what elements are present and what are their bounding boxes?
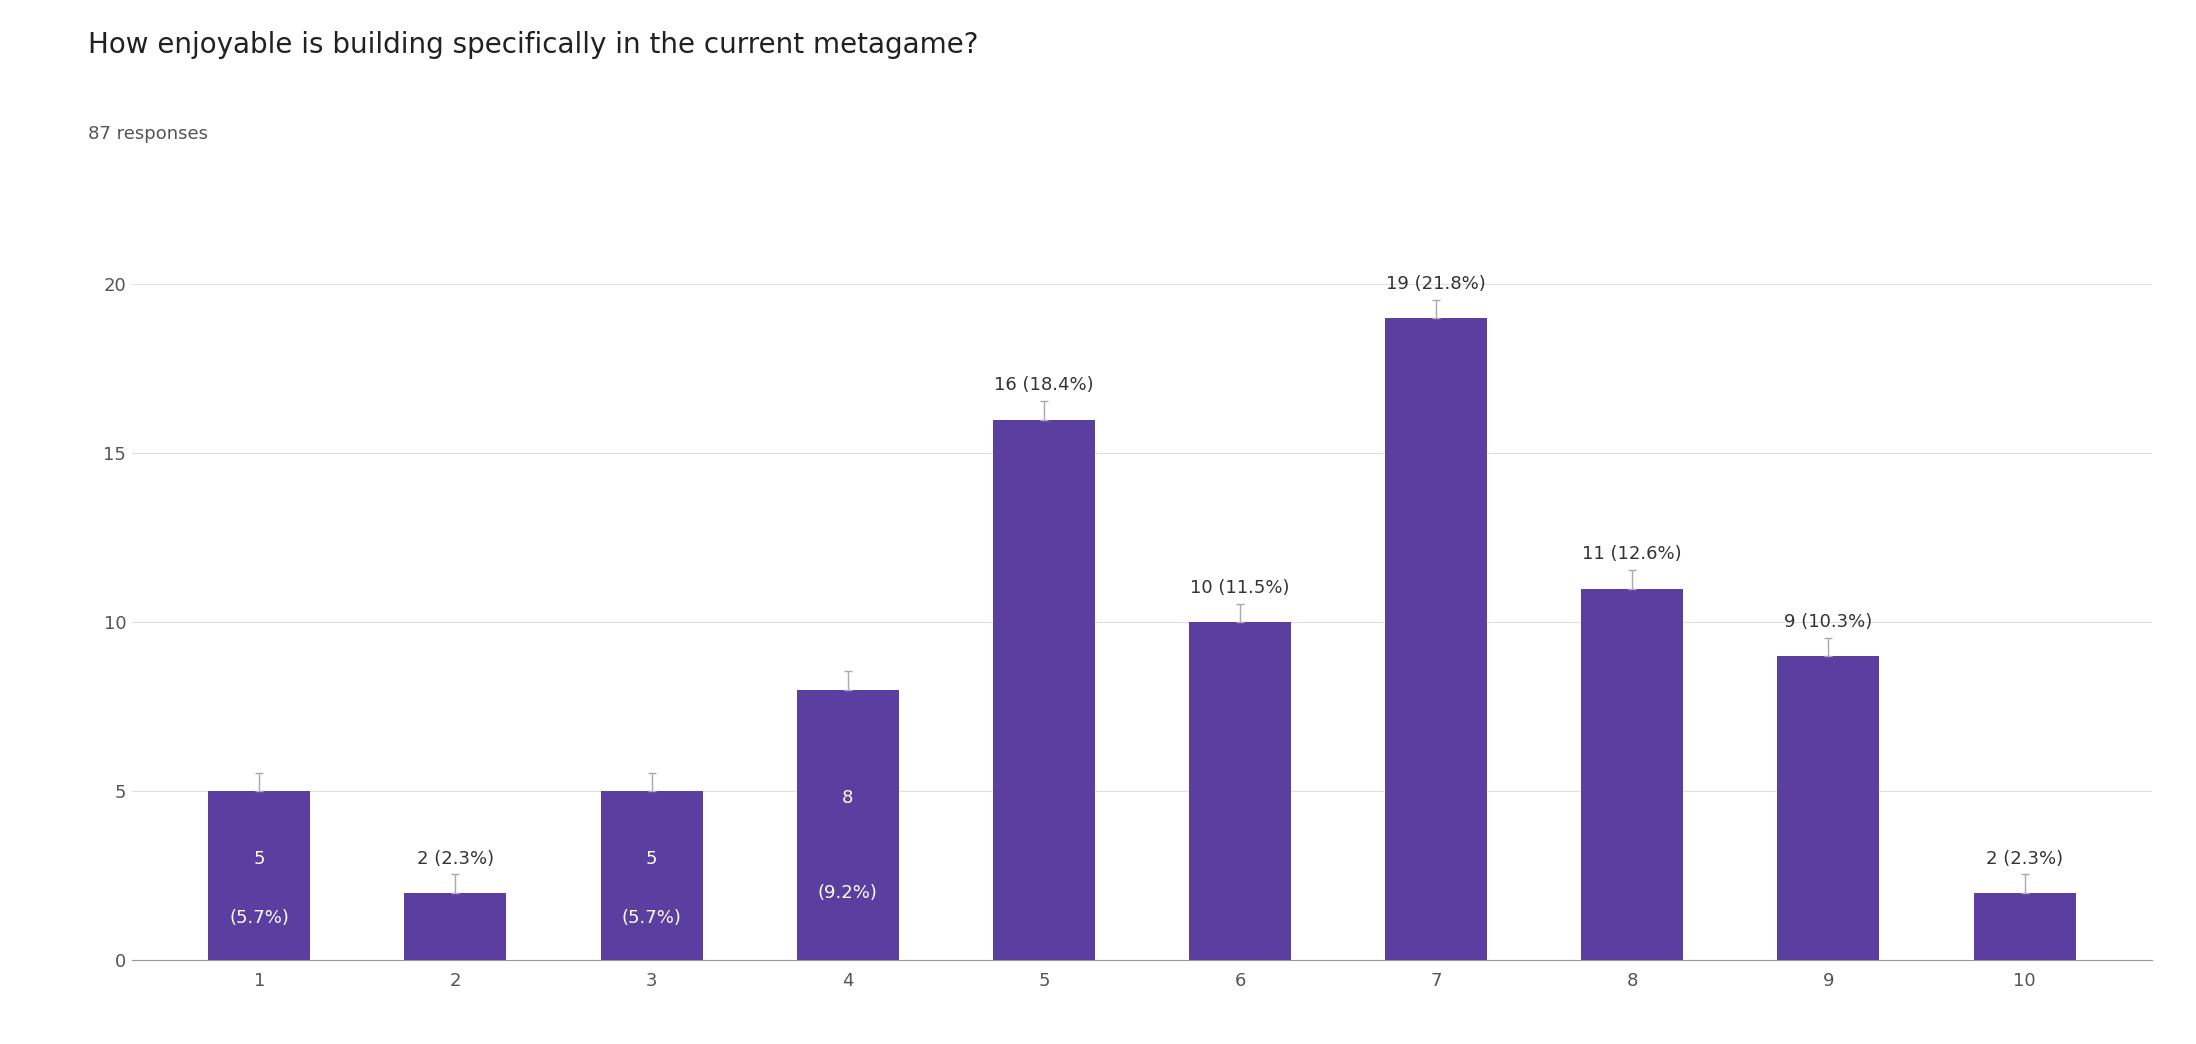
Bar [209, 791, 310, 960]
Text: 87 responses: 87 responses [88, 125, 209, 143]
Text: 5: 5 [253, 850, 266, 868]
Text: 9 (10.3%): 9 (10.3%) [1785, 613, 1873, 631]
Bar [600, 791, 703, 960]
Text: 5: 5 [646, 850, 657, 868]
Text: 2 (2.3%): 2 (2.3%) [1985, 850, 2064, 868]
Bar [1581, 589, 1684, 960]
Bar [1188, 622, 1291, 960]
Bar [1386, 318, 1487, 960]
Bar [404, 893, 507, 960]
Text: 2 (2.3%): 2 (2.3%) [417, 850, 494, 868]
Text: 16 (18.4%): 16 (18.4%) [995, 376, 1094, 395]
Text: (5.7%): (5.7%) [228, 909, 290, 927]
Bar [1974, 893, 2075, 960]
Bar [797, 690, 898, 960]
Bar [1777, 657, 1880, 960]
Text: 11 (12.6%): 11 (12.6%) [1583, 545, 1682, 564]
Text: 10 (11.5%): 10 (11.5%) [1190, 579, 1289, 597]
Text: 19 (21.8%): 19 (21.8%) [1386, 275, 1487, 292]
Text: 8: 8 [841, 789, 854, 807]
Text: (5.7%): (5.7%) [621, 909, 681, 927]
Text: How enjoyable is building specifically in the current metagame?: How enjoyable is building specifically i… [88, 31, 979, 60]
Bar [993, 420, 1096, 960]
Text: (9.2%): (9.2%) [817, 884, 878, 902]
